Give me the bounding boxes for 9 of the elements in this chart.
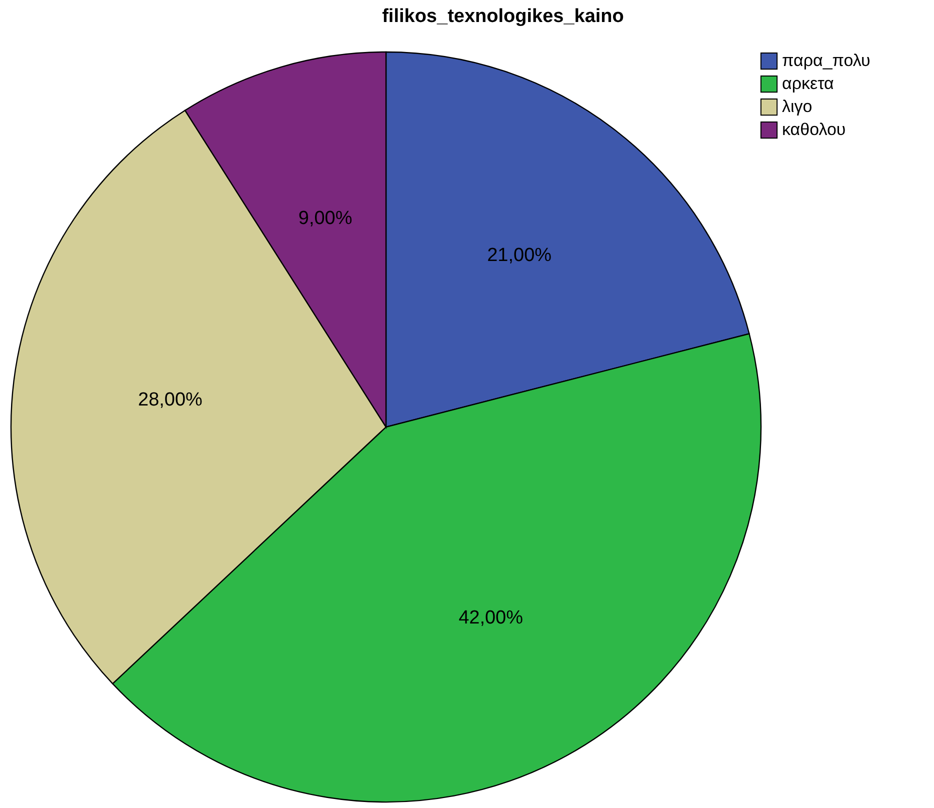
chart-title: filikos_texnologikes_kaino <box>382 6 624 27</box>
legend-label: λιγο <box>782 97 812 116</box>
data-label: 21,00% <box>487 245 552 266</box>
legend-label: αρκετα <box>782 74 834 93</box>
data-label: 42,00% <box>458 608 524 629</box>
data-label: 9,00% <box>298 208 352 230</box>
data-label: 28,00% <box>138 390 203 411</box>
legend-label: καθολου <box>782 120 846 139</box>
legend-label: παρα_πολυ <box>782 51 870 70</box>
